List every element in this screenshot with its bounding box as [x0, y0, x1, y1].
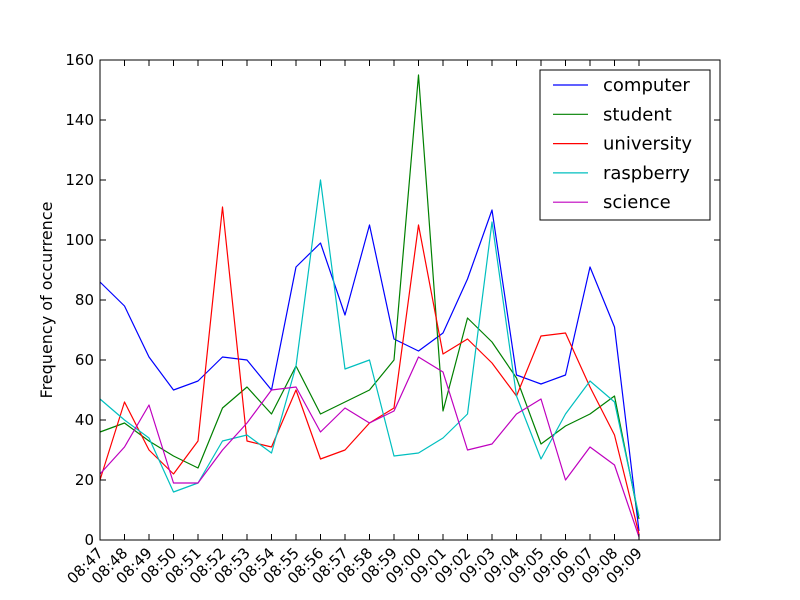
legend-label-computer: computer: [603, 75, 690, 96]
y-tick-label: 80: [75, 291, 94, 309]
legend-label-student: student: [603, 104, 672, 125]
series-line-science: [99, 356, 640, 538]
y-tick-label: 20: [75, 471, 94, 489]
legend-label-science: science: [603, 192, 671, 213]
y-axis-label: Frequency of occurrence: [37, 202, 56, 399]
series-line-student: [99, 74, 640, 520]
y-tick-label: 100: [65, 231, 94, 249]
series-layer: [99, 74, 640, 538]
series-line-university: [99, 206, 640, 535]
legend-box: [539, 69, 711, 221]
series-line-computer: [99, 209, 640, 532]
y-tick-label: 60: [75, 351, 94, 369]
y-tick-label: 160: [65, 51, 94, 69]
y-tick-label: 120: [65, 171, 94, 189]
y-tick-label: 140: [65, 111, 94, 129]
y-axis: 0 20 40 60 80 100 120 140 160: [65, 51, 720, 549]
y-tick-label: 40: [75, 411, 94, 429]
y-tick-label: 0: [84, 531, 94, 549]
legend-label-raspberry: raspberry: [603, 163, 690, 184]
legend-label-university: university: [603, 134, 692, 155]
legend: computer student university raspberry scienc…: [539, 69, 711, 221]
series-line-raspberry: [99, 179, 640, 517]
